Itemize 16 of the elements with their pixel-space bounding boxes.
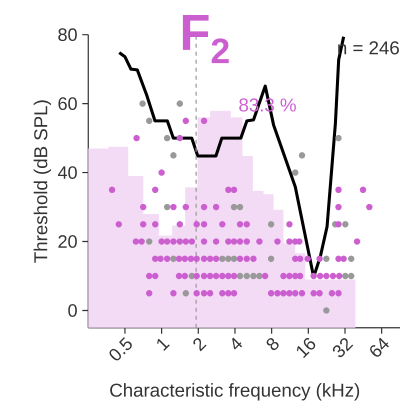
y-tick-label: 0 — [68, 304, 77, 317]
x-tick-label: 8 — [266, 338, 279, 350]
x-tick-label: 16 — [296, 338, 316, 358]
y-tick-label: 80 — [58, 28, 77, 42]
x-axis-title: Characteristic frequency (kHz) — [110, 383, 360, 400]
chart-title: F$_{2}$ — [182, 14, 229, 64]
x-tick-label: 0.5 — [110, 337, 132, 360]
x-tick-label: 4 — [232, 338, 242, 350]
x-tick-label: 64 — [370, 338, 389, 357]
y-tick-label: 20 — [58, 235, 77, 248]
y-tick-label: 40 — [58, 166, 77, 179]
y-axis-title: Threshold (dB SPL) — [34, 100, 52, 263]
x-tick-label: 2 — [193, 338, 207, 352]
x-tick-label: 1 — [157, 338, 170, 351]
y-tick-label: 60 — [58, 97, 77, 110]
x-tick-label: 32 — [332, 338, 354, 358]
